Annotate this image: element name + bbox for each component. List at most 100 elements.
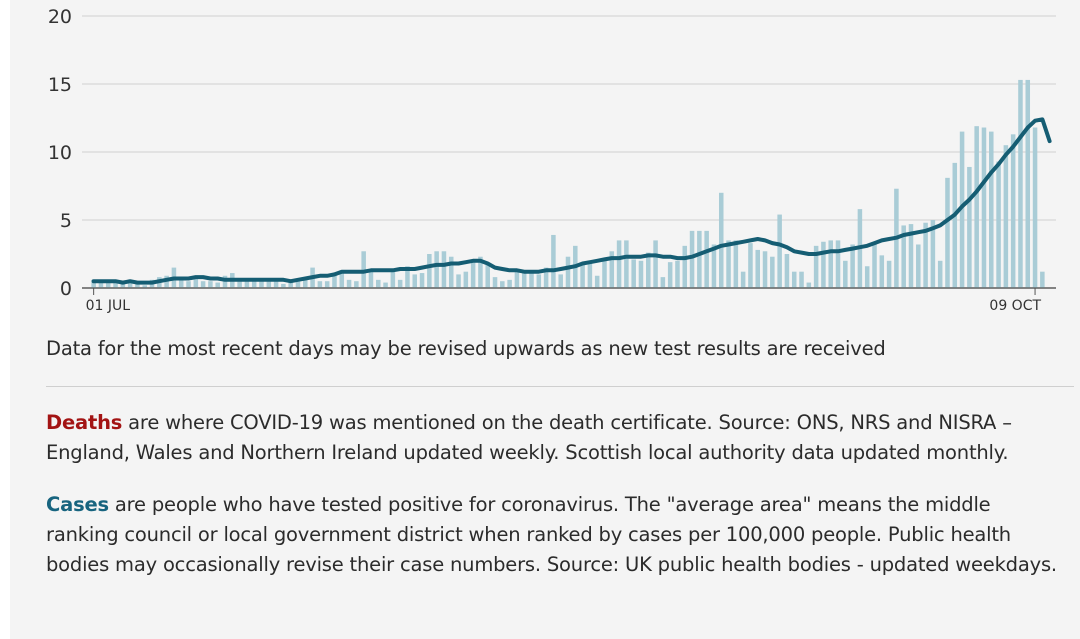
average-line — [91, 117, 1052, 285]
bar-120 — [967, 166, 972, 288]
bar-48 — [441, 251, 447, 288]
bar-27 — [288, 282, 293, 288]
bar-125 — [1003, 145, 1009, 288]
bar-107 — [872, 243, 877, 288]
bar-42 — [397, 279, 403, 288]
bar-53 — [478, 256, 483, 288]
bar-33 — [332, 273, 337, 288]
x-tick-label-start: 01 JUL — [86, 298, 131, 314]
bar-73 — [624, 240, 629, 288]
bar-113 — [916, 244, 921, 288]
deaths-definition: Deaths are where COVID-19 was mentioned … — [46, 408, 1066, 468]
bar-21 — [244, 281, 250, 288]
bar-126 — [1010, 134, 1016, 288]
bar-0 — [91, 279, 96, 288]
bar-28 — [295, 278, 301, 288]
chart-card: 0 5 10 15 20 01 JUL 09 OCT Data for the most r… — [10, 0, 1080, 639]
bar-6 — [135, 282, 140, 288]
bar-91 — [755, 249, 761, 288]
y-tick-label-15: 15 — [48, 74, 72, 96]
bar-94 — [777, 214, 782, 288]
bar-57 — [507, 279, 512, 288]
bar-54 — [485, 264, 490, 288]
bar-79 — [667, 262, 673, 288]
bar-124 — [996, 161, 1001, 288]
bar-100 — [821, 241, 826, 288]
bar-83 — [697, 230, 702, 288]
bar-88 — [733, 240, 739, 288]
y-tick-label-10: 10 — [48, 142, 72, 164]
bar-102 — [835, 240, 841, 288]
bar-43 — [405, 266, 410, 288]
bar-86 — [718, 192, 724, 288]
bar-90 — [748, 243, 753, 288]
y-tick-label-5: 5 — [60, 210, 72, 232]
bar-65 — [565, 256, 571, 288]
bar-34 — [339, 270, 345, 288]
bar-37 — [361, 251, 366, 288]
bar-58 — [514, 268, 520, 288]
bar-103 — [843, 260, 848, 288]
bar-76 — [646, 252, 651, 288]
bar-95 — [784, 254, 790, 288]
bar-29 — [303, 279, 308, 288]
bar-24 — [266, 278, 272, 288]
bar-26 — [281, 283, 286, 288]
bar-106 — [864, 266, 870, 288]
bar-16 — [208, 281, 213, 288]
bar-45 — [419, 273, 425, 288]
bar-51 — [463, 271, 469, 288]
bar-82 — [689, 230, 695, 288]
bar-118 — [952, 162, 958, 288]
bar-41 — [390, 270, 396, 288]
bar-23 — [259, 281, 264, 288]
bar-61 — [536, 274, 542, 288]
bar-80 — [675, 260, 680, 288]
bar-130 — [1040, 271, 1045, 288]
bar-99 — [813, 245, 819, 288]
bar-17 — [215, 282, 220, 288]
bar-4 — [120, 282, 126, 288]
bar-78 — [660, 277, 666, 288]
bar-70 — [602, 260, 607, 288]
bar-5 — [127, 282, 133, 288]
bar-75 — [638, 260, 644, 288]
cases-term: Cases — [46, 493, 109, 516]
bar-25 — [273, 281, 279, 288]
cases-definition: Cases are people who have tested positiv… — [46, 490, 1066, 580]
bar-14 — [193, 278, 199, 288]
bar-22 — [251, 281, 257, 288]
bar-109 — [886, 260, 892, 288]
bar-52 — [470, 260, 476, 288]
bar-13 — [186, 281, 191, 288]
bar-40 — [383, 282, 388, 288]
bar-60 — [529, 271, 534, 288]
bar-18 — [222, 275, 228, 288]
bar-7 — [142, 285, 147, 288]
bar-47 — [434, 251, 439, 288]
deaths-text: are where COVID-19 was mentioned on the … — [46, 411, 1012, 464]
bar-12 — [178, 279, 184, 288]
bar-112 — [908, 224, 914, 288]
bar-49 — [448, 256, 454, 288]
bar-97 — [799, 271, 804, 288]
bar-87 — [726, 240, 731, 288]
bar-81 — [682, 245, 688, 288]
bar-74 — [631, 259, 636, 288]
bar-93 — [770, 256, 775, 288]
bar-3 — [113, 281, 118, 288]
bar-59 — [521, 271, 527, 288]
bar-71 — [609, 251, 615, 288]
bar-31 — [317, 281, 323, 288]
bar-92 — [762, 251, 768, 288]
bar-108 — [879, 255, 885, 288]
bar-96 — [791, 271, 797, 288]
bar-62 — [543, 267, 549, 288]
bar-127 — [1018, 79, 1023, 288]
bar-111 — [901, 225, 906, 288]
bar-2 — [105, 281, 111, 288]
bar-63 — [551, 234, 556, 288]
y-tick-label-20: 20 — [48, 6, 72, 28]
divider — [46, 386, 1074, 387]
bar-89 — [740, 271, 746, 288]
